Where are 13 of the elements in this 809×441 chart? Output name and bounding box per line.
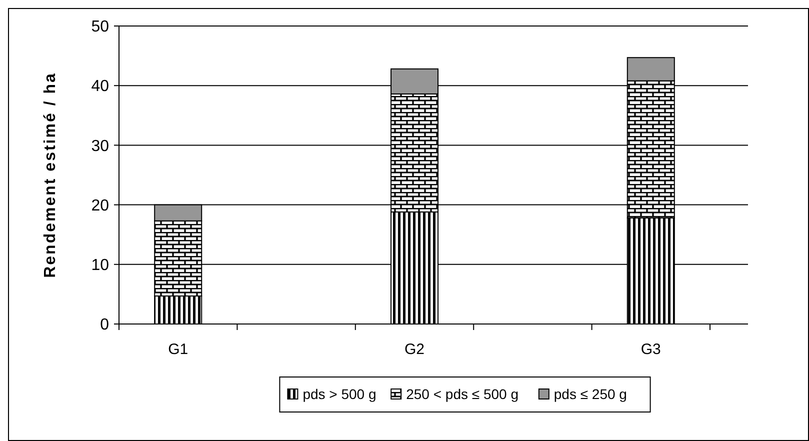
x-tick-label: G1 <box>168 341 188 358</box>
y-tick-label: 10 <box>91 257 110 274</box>
y-tick-label: 20 <box>91 197 110 214</box>
y-axis-title: Rendement estimé / ha <box>42 72 59 278</box>
y-tick-label: 0 <box>100 316 110 334</box>
y-tick-label: 30 <box>91 138 110 155</box>
x-tick-label: G2 <box>404 341 425 358</box>
x-tick-label: G3 <box>640 341 661 358</box>
legend-label: pds > 500 g <box>302 386 376 402</box>
y-tick-label: 50 <box>91 18 110 36</box>
legend-label: 250 < pds ≤ 500 g <box>406 386 518 402</box>
y-tick-label: 40 <box>91 78 110 96</box>
legend-label: pds ≤ 250 g <box>554 386 627 402</box>
